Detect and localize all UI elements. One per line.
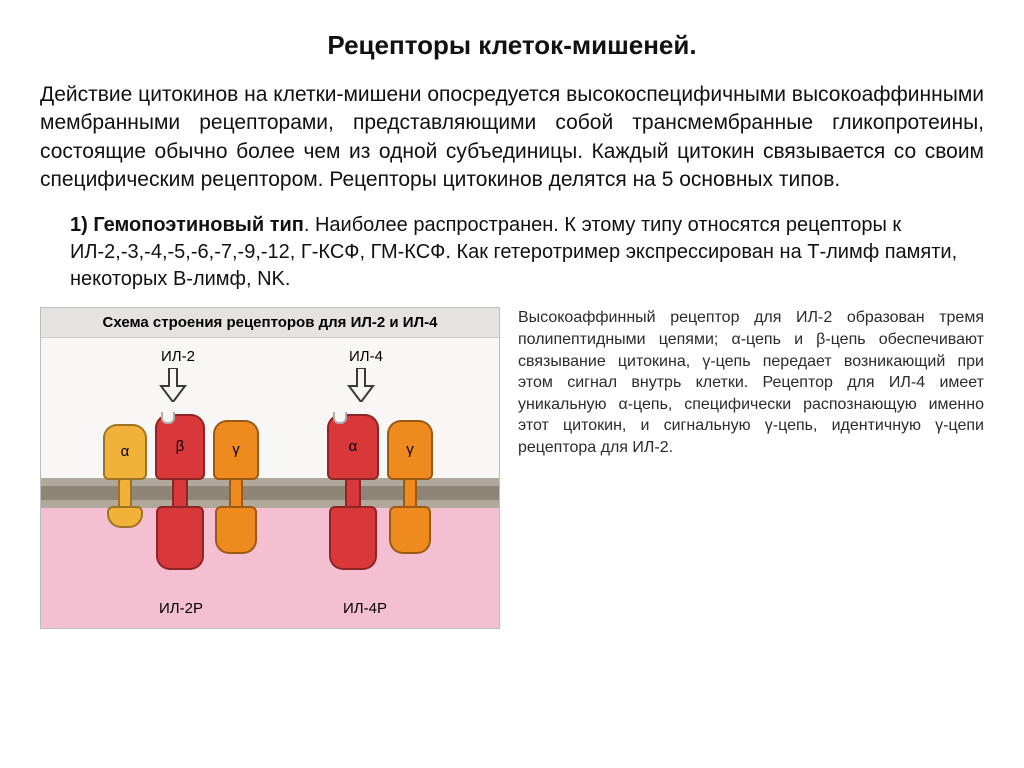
intro-paragraph: Действие цитокинов на клетки-мишени опос…	[40, 81, 984, 194]
subunit-beta-il2-label: β	[155, 438, 205, 455]
hemopoietin-section: 1) Гемопоэтиновый тип. Наиболее распрост…	[40, 212, 984, 293]
diagram-wrap: Схема строения рецепторов для ИЛ-2 и ИЛ-…	[40, 307, 500, 629]
receptor-footer-label: ИЛ-4Р	[343, 600, 387, 617]
diagram-body: αβγαγИЛ-2ИЛ-4ИЛ-2РИЛ-4Р	[41, 338, 499, 628]
side-description: Высокоаффинный рецептор для ИЛ-2 образов…	[518, 307, 984, 458]
ligand-label: ИЛ-4	[336, 348, 396, 365]
lower-row: Схема строения рецепторов для ИЛ-2 и ИЛ-…	[40, 307, 984, 629]
description-column: Высокоаффинный рецептор для ИЛ-2 образов…	[518, 307, 984, 629]
subunit-gamma-il4-label: γ	[387, 441, 433, 458]
page-title: Рецепторы клеток-мишеней.	[40, 30, 984, 61]
diagram-column: Схема строения рецепторов для ИЛ-2 и ИЛ-…	[40, 307, 500, 629]
subunit-gamma-il2-label: γ	[213, 441, 259, 458]
subunit-alpha-il2-label: α	[103, 443, 147, 460]
section-lead: 1) Гемопоэтиновый тип	[70, 214, 304, 236]
subunit-gamma-il4-bottom	[389, 506, 431, 554]
ligand-label: ИЛ-2	[148, 348, 208, 365]
subunit-alpha-il4-label: α	[327, 438, 379, 455]
subunit-alpha-il4-notch	[333, 412, 347, 424]
slide: Рецепторы клеток-мишеней. Действие циток…	[0, 0, 1024, 768]
diagram-header: Схема строения рецепторов для ИЛ-2 и ИЛ-…	[41, 308, 499, 338]
membrane-core	[41, 486, 499, 500]
down-arrow-icon	[347, 368, 375, 402]
subunit-beta-il2-bottom	[156, 506, 204, 570]
subunit-beta-il2-notch	[161, 412, 175, 424]
subunit-alpha-il4-bottom	[329, 506, 377, 570]
down-arrow-icon	[159, 368, 187, 402]
receptor-footer-label: ИЛ-2Р	[159, 600, 203, 617]
subunit-gamma-il2-bottom	[215, 506, 257, 554]
